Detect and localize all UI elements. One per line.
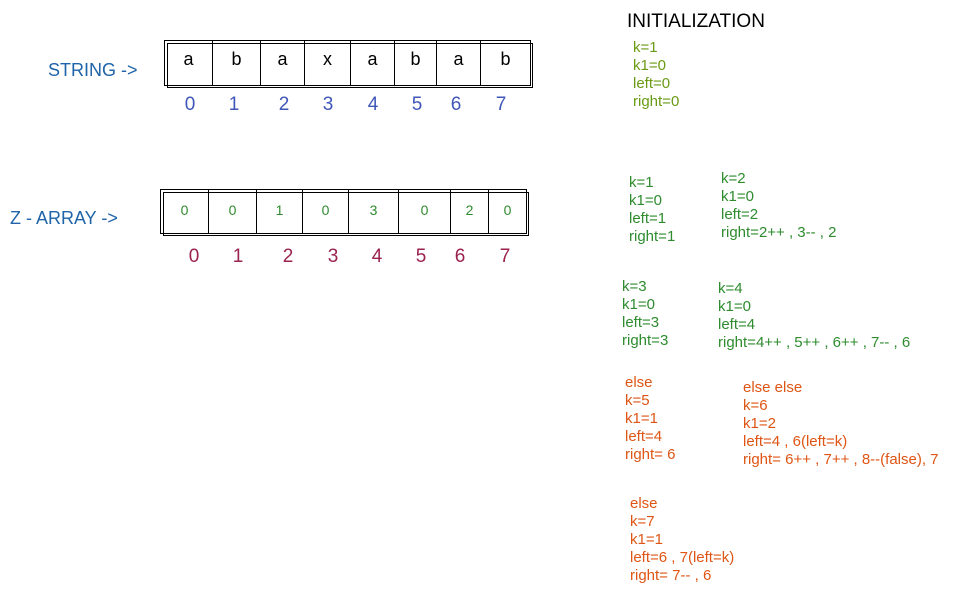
string-cell: a bbox=[351, 41, 395, 85]
step-block: k=2 k1=0 left=2 right=2++ , 3-- , 2 bbox=[721, 170, 836, 242]
step-line: k=7 bbox=[630, 513, 655, 530]
step-line: k=5 bbox=[625, 392, 650, 409]
string-cell: b bbox=[500, 48, 511, 69]
step-line: left=1 bbox=[629, 210, 667, 227]
zarray-index: 7 bbox=[499, 246, 511, 267]
zarray-cell: 0 bbox=[161, 190, 209, 233]
zarray-index: 2 bbox=[282, 246, 294, 267]
step-block: k=4 k1=0 left=4 right=4++ , 5++ , 6++ , … bbox=[718, 280, 910, 352]
step-line: left=4 , 6(left=k) bbox=[743, 433, 848, 450]
zarray-row-label: Z - ARRAY -> bbox=[10, 208, 118, 228]
step-line: k1=0 bbox=[622, 296, 655, 313]
step-block: k=3 k1=0 left=3 right=3 bbox=[622, 278, 668, 350]
string-cell: a bbox=[261, 41, 305, 85]
zarray-index: 4 bbox=[371, 246, 383, 267]
step-line: left=2 bbox=[721, 206, 759, 223]
step-line: else bbox=[625, 374, 653, 391]
init-line: right=0 bbox=[633, 93, 680, 110]
string-cell: a bbox=[165, 41, 213, 85]
string-index: 0 bbox=[184, 94, 196, 115]
zarray-cell: 1 bbox=[257, 190, 303, 233]
z-array: 0 0 1 0 3 0 2 0 bbox=[160, 189, 529, 236]
zarray-cell: 3 bbox=[349, 190, 399, 233]
step-block: else k=5 k1=1 left=4 right= 6 bbox=[625, 374, 675, 464]
step-block: else k=7 k1=1 left=6 , 7(left=k) right= … bbox=[630, 495, 734, 585]
step-line: k1=0 bbox=[721, 188, 754, 205]
init-line: left=0 bbox=[633, 75, 671, 92]
initialization-title: INITIALIZATION bbox=[627, 11, 765, 32]
step-line: k1=1 bbox=[630, 531, 663, 548]
step-line: else bbox=[630, 495, 658, 512]
zarray-cell: 0 bbox=[399, 190, 451, 233]
zarray-index: 0 bbox=[188, 246, 200, 267]
step-line: k1=0 bbox=[629, 192, 662, 209]
step-line: k=1 bbox=[629, 174, 654, 191]
step-line: right=4++ , 5++ , 6++ , 7-- , 6 bbox=[718, 334, 911, 351]
zarray-cell: 0 bbox=[303, 190, 349, 233]
zarray-index: 3 bbox=[327, 246, 339, 267]
step-line: k=4 bbox=[718, 280, 743, 297]
step-line: right=1 bbox=[629, 228, 676, 245]
string-index: 1 bbox=[228, 94, 240, 115]
initialization-block: k=1 k1=0 left=0 right=0 bbox=[633, 39, 679, 111]
string-cell: x bbox=[305, 41, 351, 85]
step-line: left=6 , 7(left=k) bbox=[630, 549, 735, 566]
string-row-label: STRING -> bbox=[48, 60, 138, 80]
string-index: 6 bbox=[450, 94, 462, 115]
string-array: a b a x a b a b bbox=[164, 40, 533, 88]
string-index: 5 bbox=[411, 94, 423, 115]
string-index: 7 bbox=[495, 94, 507, 115]
step-line: right=2++ , 3-- , 2 bbox=[721, 224, 837, 241]
init-line: k=1 bbox=[633, 39, 658, 56]
string-cell: a bbox=[437, 41, 481, 85]
step-line: k1=0 bbox=[718, 298, 751, 315]
step-line: else else bbox=[743, 379, 803, 396]
zarray-index: 6 bbox=[454, 246, 466, 267]
step-line: right= 6 bbox=[625, 446, 676, 463]
step-line: k1=2 bbox=[743, 415, 776, 432]
string-index: 4 bbox=[367, 94, 379, 115]
zarray-index: 1 bbox=[232, 246, 244, 267]
init-line: k1=0 bbox=[633, 57, 666, 74]
step-line: k=3 bbox=[622, 278, 647, 295]
zarray-cell: 0 bbox=[503, 201, 512, 218]
string-cell: b bbox=[213, 41, 261, 85]
step-block: else else k=6 k1=2 left=4 , 6(left=k) ri… bbox=[743, 379, 939, 469]
step-line: left=4 bbox=[625, 428, 663, 445]
string-index: 3 bbox=[322, 94, 334, 115]
step-line: k=2 bbox=[721, 170, 746, 187]
string-cell: b bbox=[395, 41, 437, 85]
step-line: k1=1 bbox=[625, 410, 658, 427]
step-block: k=1 k1=0 left=1 right=1 bbox=[629, 174, 675, 246]
step-line: left=4 bbox=[718, 316, 756, 333]
zarray-cell: 0 bbox=[209, 190, 257, 233]
step-line: k=6 bbox=[743, 397, 768, 414]
step-line: right=3 bbox=[622, 332, 669, 349]
string-index: 2 bbox=[278, 94, 290, 115]
zarray-cell: 2 bbox=[451, 190, 489, 233]
zarray-index: 5 bbox=[415, 246, 427, 267]
step-line: left=3 bbox=[622, 314, 660, 331]
step-line: right= 7-- , 6 bbox=[630, 567, 712, 584]
step-line: right= 6++ , 7++ , 8--(false), 7 bbox=[743, 451, 939, 468]
